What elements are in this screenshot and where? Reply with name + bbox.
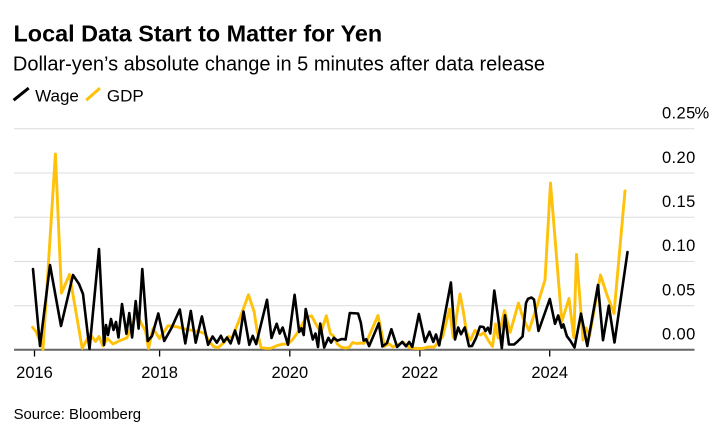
svg-text:2020: 2020 (271, 364, 308, 382)
svg-text:0.15: 0.15 (662, 193, 696, 211)
svg-text:Dollar-yen’s absolute change i: Dollar-yen’s absolute change in 5 minute… (13, 54, 545, 76)
svg-text:2024: 2024 (531, 364, 568, 382)
svg-text:2022: 2022 (402, 364, 439, 382)
svg-text:0.05: 0.05 (662, 282, 696, 300)
svg-text:GDP: GDP (107, 86, 144, 105)
svg-text:%: % (695, 105, 710, 123)
svg-text:Source: Bloomberg: Source: Bloomberg (14, 407, 141, 423)
svg-text:2018: 2018 (141, 364, 178, 382)
svg-text:2016: 2016 (16, 364, 53, 382)
svg-text:0.10: 0.10 (662, 237, 696, 255)
svg-text:Local Data Start to Matter for: Local Data Start to Matter for Yen (14, 21, 383, 47)
svg-text:0.25: 0.25 (662, 105, 696, 123)
svg-text:0.00: 0.00 (662, 326, 696, 344)
svg-text:Wage: Wage (35, 86, 79, 105)
svg-text:0.20: 0.20 (662, 149, 696, 167)
